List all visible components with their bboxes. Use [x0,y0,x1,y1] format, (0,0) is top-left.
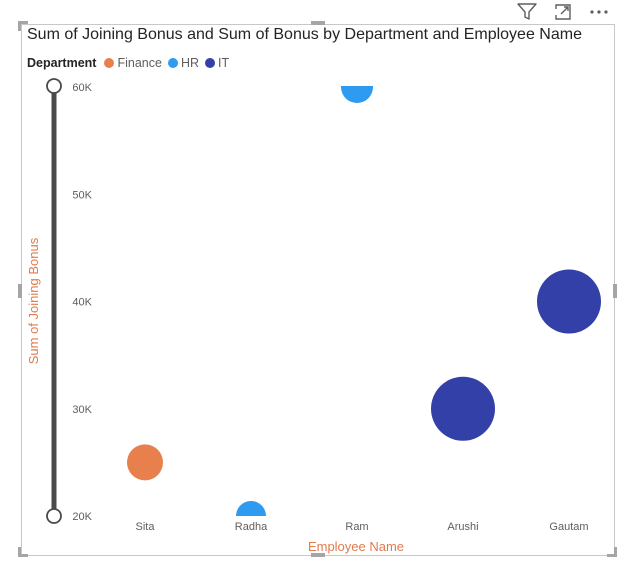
legend-item-it[interactable]: IT [205,56,229,70]
legend: Department Finance HR IT [27,56,235,70]
legend-item-finance[interactable]: Finance [104,56,162,70]
visual-header-toolbar [516,0,610,24]
legend-item-hr[interactable]: HR [167,56,200,70]
resize-handle-top[interactable] [311,21,325,25]
resize-handle-bottom-right-v[interactable] [614,547,617,557]
bubble-ram[interactable] [341,71,373,103]
y-tick-label-2: 40K [72,297,92,309]
resize-handle-bottom-right[interactable] [607,554,617,557]
x-tick-label-ram: Ram [345,521,368,533]
resize-handle-right[interactable] [613,284,617,298]
resize-handle-top-left-v[interactable] [18,21,21,31]
x-tick-label-radha: Radha [235,521,268,533]
x-tick-label-gautam: Gautam [549,521,588,533]
legend-label-it: IT [218,56,230,70]
chart-title: Sum of Joining Bonus and Sum of Bonus by… [27,26,582,43]
y-tick-label-4: 20K [72,511,92,523]
y-zoom-slider-bottom-handle[interactable] [46,508,62,524]
bubble-arushi[interactable] [431,376,495,441]
y-tick-label-1: 50K [72,189,92,201]
filter-icon[interactable] [516,1,538,23]
bubble-radha[interactable] [236,501,266,531]
y-axis-title: Sum of Joining Bonus [26,237,41,364]
legend-title: Department [27,56,97,70]
focus-mode-icon[interactable] [552,1,574,23]
bubble-gautam[interactable] [537,269,601,334]
legend-dot-it [205,58,216,68]
resize-handle-top-left[interactable] [18,21,28,24]
y-tick-label-3: 30K [72,404,92,416]
legend-label-finance: Finance [117,56,162,70]
x-tick-label-arushi: Arushi [447,521,478,533]
legend-dot-finance [104,58,115,68]
legend-dot-hr [167,58,178,68]
resize-handle-bottom-left-v[interactable] [18,547,21,557]
x-tick-label-sita: Sita [136,521,156,533]
bubble-sita[interactable] [127,444,163,481]
y-tick-label-0: 60K [72,82,92,94]
resize-handle-bottom[interactable] [311,553,325,557]
resize-handle-left[interactable] [18,284,22,298]
more-options-icon[interactable] [588,1,610,23]
legend-label-hr: HR [180,56,200,70]
y-zoom-slider-top-handle[interactable] [46,78,62,94]
x-axis-title: Employee Name [308,539,404,554]
resize-handle-bottom-left[interactable] [18,554,28,557]
